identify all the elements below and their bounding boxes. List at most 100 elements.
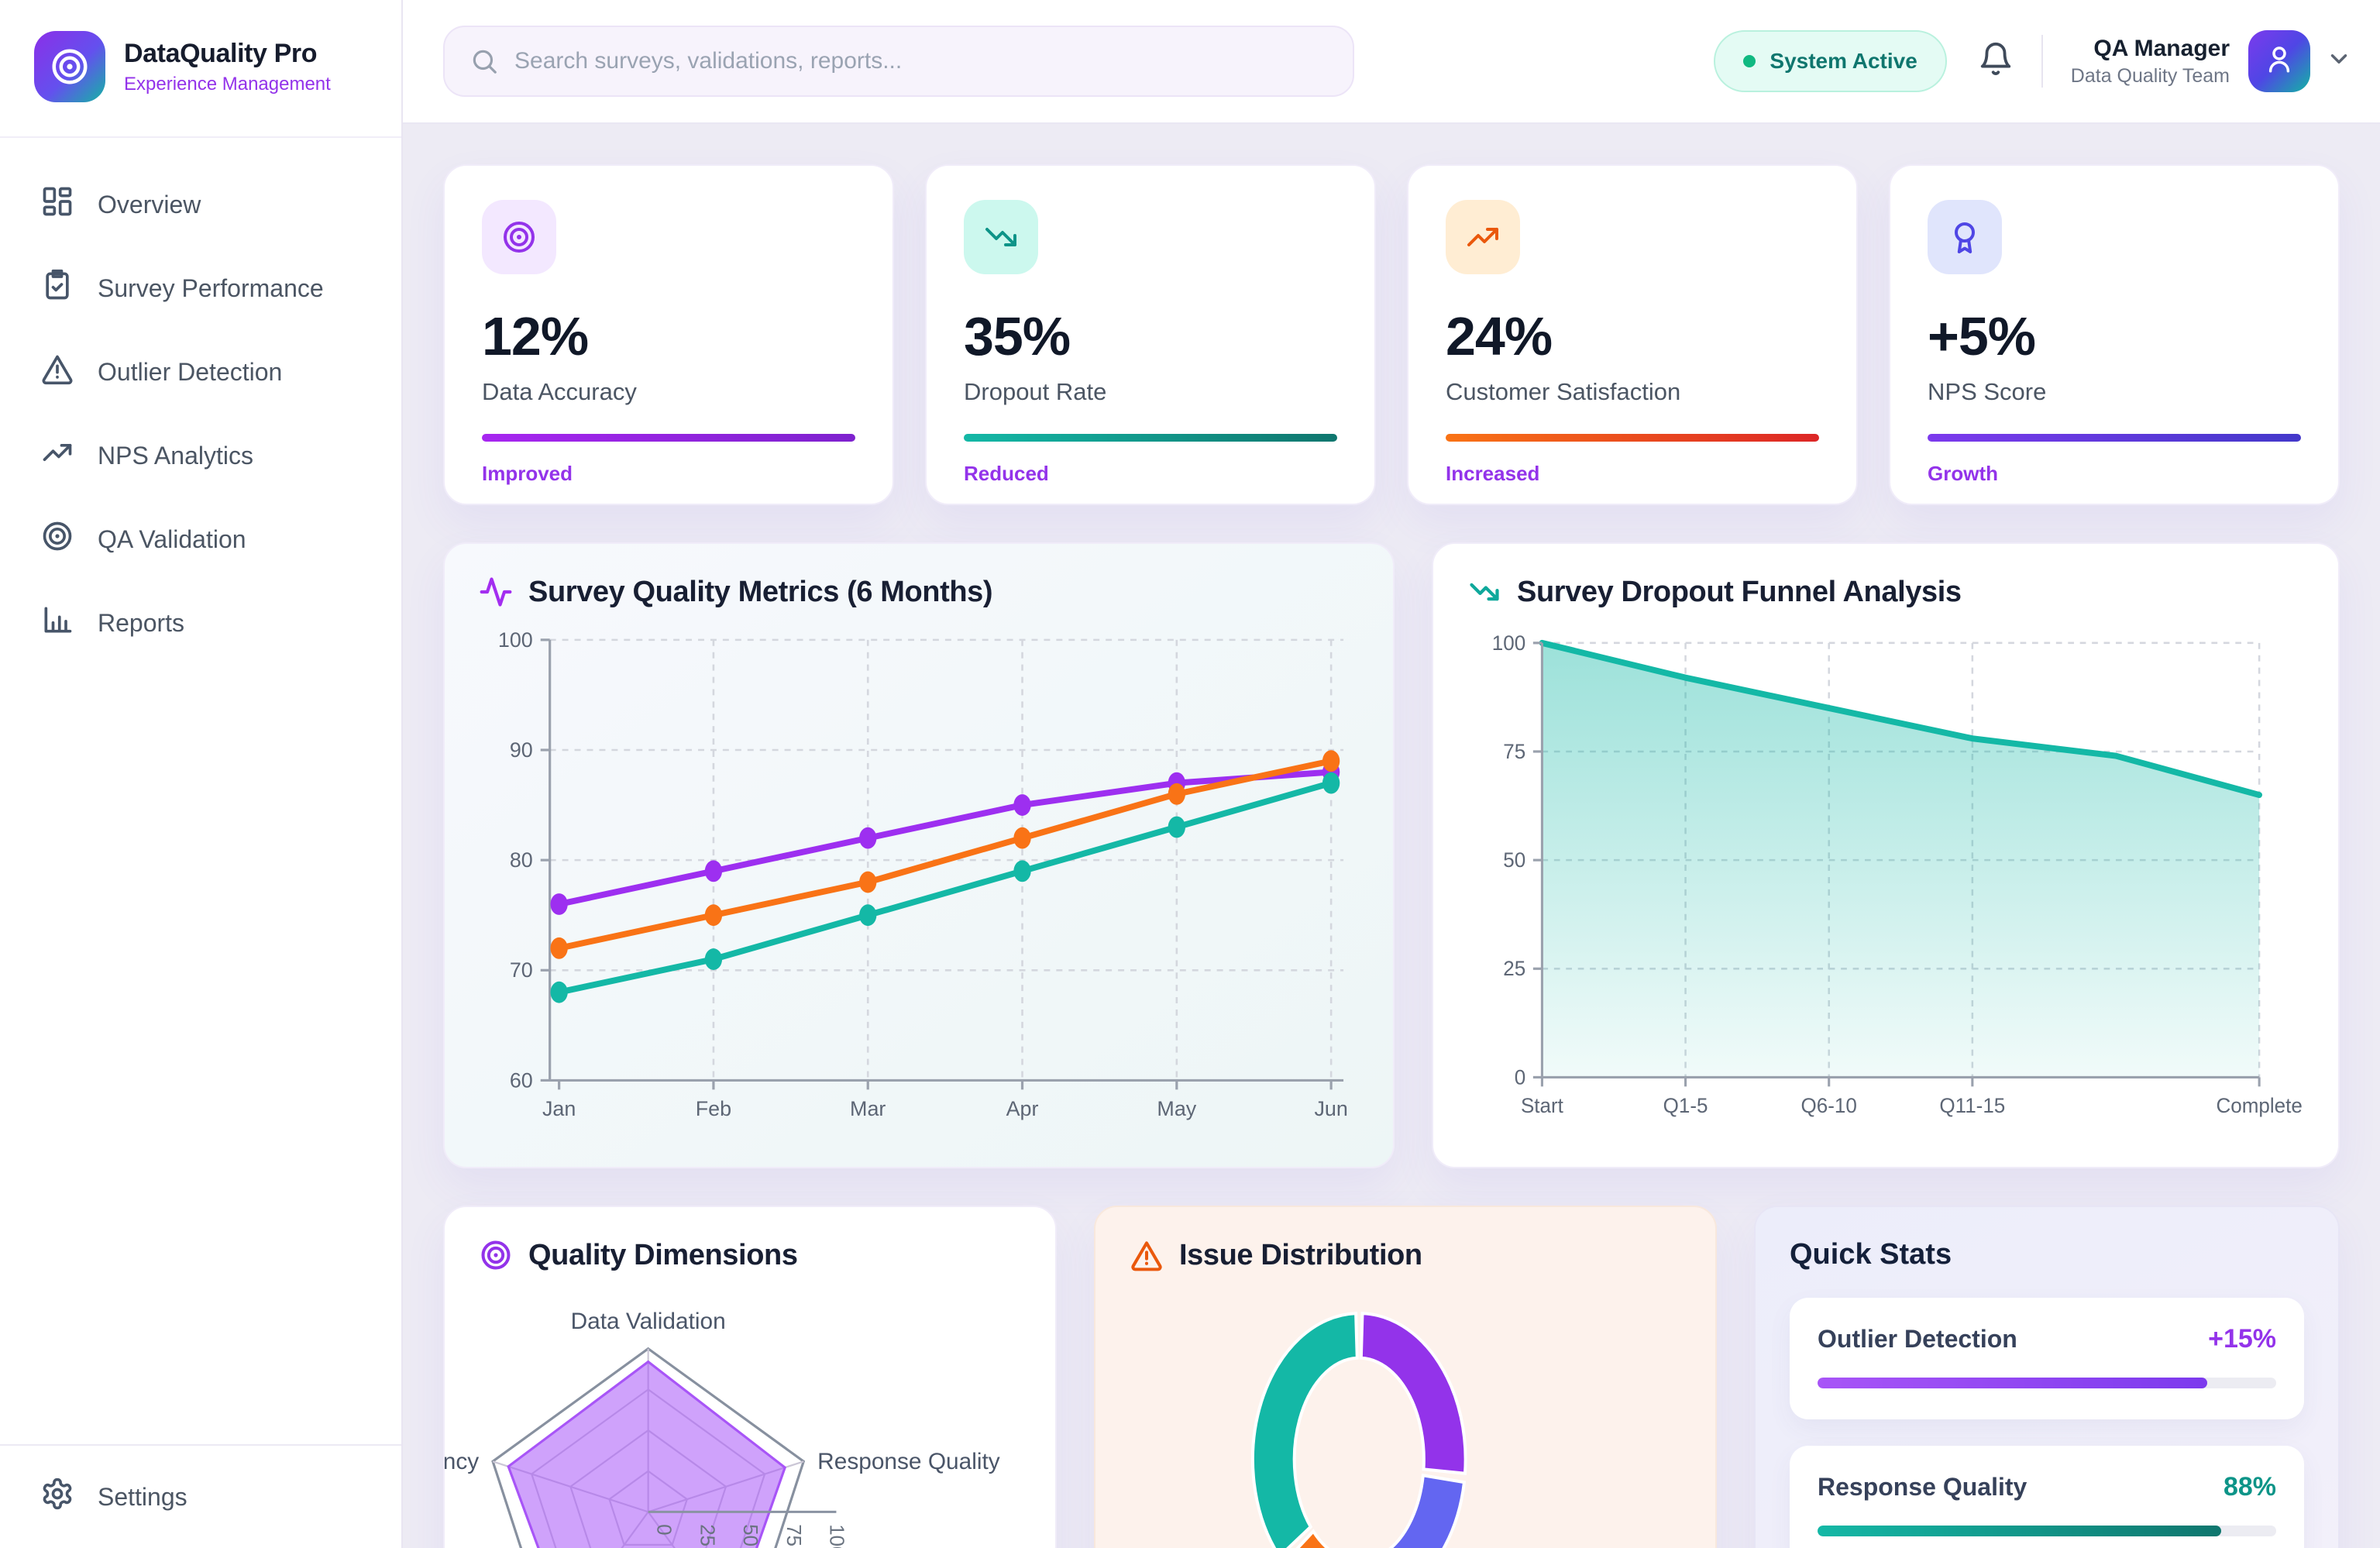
brand: DataQuality Pro Experience Management bbox=[0, 0, 401, 138]
search-box bbox=[443, 26, 1354, 97]
charts-row: Survey Quality Metrics (6 Months) 60 70 80… bbox=[443, 542, 2340, 1168]
target-icon bbox=[482, 200, 556, 274]
stat-value: 12% bbox=[482, 306, 589, 366]
stat-trend: Reduced bbox=[964, 462, 1049, 485]
progress-track bbox=[1818, 1526, 2276, 1536]
svg-text:Consistency: Consistency bbox=[445, 1449, 479, 1474]
stat-label: Customer Satisfaction bbox=[1446, 378, 1681, 405]
chart-card-dropout-funnel: Survey Dropout Funnel Analysis 0 25 50 75 10… bbox=[1432, 542, 2340, 1168]
sidebar-item-nps-analytics[interactable]: NPS Analytics bbox=[22, 414, 380, 497]
progress-fill bbox=[1818, 1526, 2221, 1536]
notifications-button[interactable] bbox=[1978, 41, 2014, 82]
svg-text:90: 90 bbox=[510, 738, 533, 762]
quick-stats-title: Quick Stats bbox=[1790, 1238, 1952, 1271]
stat-card-data-accuracy: 12% Data Accuracy Improved bbox=[443, 164, 894, 505]
stat-trend: Increased bbox=[1446, 462, 1540, 485]
bar-chart-icon bbox=[40, 603, 74, 643]
sidebar-item-reports[interactable]: Reports bbox=[22, 581, 380, 665]
svg-text:60: 60 bbox=[510, 1068, 533, 1092]
clipboard-check-icon bbox=[40, 268, 74, 308]
svg-text:Data Validation: Data Validation bbox=[571, 1309, 726, 1334]
progress-track bbox=[1818, 1378, 2276, 1388]
topbar: System Active QA Manager Data Quality Te… bbox=[403, 0, 2380, 124]
target-icon bbox=[479, 1238, 513, 1272]
chart-card-quality-dimensions: Quality Dimensions 0 25 50 75 100 Data Valida… bbox=[443, 1206, 1057, 1548]
stat-trend: Growth bbox=[1928, 462, 1998, 485]
sidebar-item-label: Survey Performance bbox=[98, 273, 324, 302]
svg-text:75: 75 bbox=[782, 1524, 804, 1546]
avatar[interactable] bbox=[2248, 30, 2310, 92]
chart-title: Quality Dimensions bbox=[528, 1238, 798, 1271]
svg-text:Q1-5: Q1-5 bbox=[1663, 1094, 1708, 1117]
brand-logo-bullseye-icon bbox=[34, 31, 105, 102]
svg-text:Jun: Jun bbox=[1314, 1097, 1347, 1120]
bottom-row: Quality Dimensions 0 25 50 75 100 Data Valida… bbox=[443, 1206, 2340, 1548]
sidebar-item-label: Outlier Detection bbox=[98, 357, 283, 386]
status-badge: System Active bbox=[1714, 30, 1947, 92]
sidebar: DataQuality Pro Experience Management Ov… bbox=[0, 0, 403, 1548]
chart-card-issue-distribution: Issue Distribution bbox=[1094, 1206, 1717, 1548]
area-chart: 0 25 50 75 100 Start Q1-5 Q6-10 Q11-15 Complete bbox=[1492, 631, 2303, 1117]
svg-text:100: 100 bbox=[498, 628, 533, 652]
stat-card-customer-satisfaction: 24% Customer Satisfaction Increased bbox=[1407, 164, 1858, 505]
chart-card-quality-metrics: Survey Quality Metrics (6 Months) 60 70 80… bbox=[443, 542, 1395, 1168]
stat-accent-bar bbox=[964, 434, 1337, 442]
svg-text:50: 50 bbox=[1503, 848, 1525, 872]
brand-tagline: Experience Management bbox=[124, 73, 331, 95]
progress-fill bbox=[1818, 1378, 2208, 1388]
radar-chart: 0 25 50 75 100 Data Validation Response Qualit… bbox=[445, 1309, 1000, 1548]
bell-icon bbox=[1978, 41, 2014, 82]
trending-up-icon bbox=[40, 435, 74, 476]
svg-text:Complete: Complete bbox=[2216, 1094, 2302, 1117]
alert-triangle-icon bbox=[40, 352, 74, 392]
svg-text:75: 75 bbox=[1503, 740, 1525, 763]
svg-text:Q11-15: Q11-15 bbox=[1939, 1094, 2005, 1117]
svg-text:100: 100 bbox=[1492, 631, 1525, 654]
trending-down-icon bbox=[1467, 575, 1501, 609]
chart-title: Issue Distribution bbox=[1179, 1238, 1422, 1271]
chevron-down-icon bbox=[2326, 46, 2352, 77]
svg-text:0: 0 bbox=[653, 1524, 675, 1535]
stat-value: 35% bbox=[964, 306, 1071, 366]
sidebar-item-settings[interactable]: Settings bbox=[0, 1444, 401, 1548]
quick-stat-outlier-detection: Outlier Detection +15% bbox=[1790, 1298, 2304, 1419]
sidebar-item-outlier-detection[interactable]: Outlier Detection bbox=[22, 330, 380, 414]
search-icon bbox=[469, 46, 499, 76]
svg-text:50: 50 bbox=[739, 1524, 761, 1546]
svg-text:May: May bbox=[1157, 1097, 1196, 1120]
sidebar-item-qa-validation[interactable]: QA Validation bbox=[22, 497, 380, 581]
svg-text:Apr: Apr bbox=[1006, 1097, 1039, 1120]
sidebar-item-label: NPS Analytics bbox=[98, 441, 253, 470]
quick-stat-value: 88% bbox=[2223, 1472, 2276, 1502]
sidebar-item-label: QA Validation bbox=[98, 525, 246, 553]
status-dot-icon bbox=[1743, 55, 1756, 67]
sidebar-item-label: Reports bbox=[98, 608, 185, 637]
activity-icon bbox=[479, 575, 513, 609]
stat-accent-bar bbox=[1446, 434, 1819, 442]
stat-accent-bar bbox=[482, 434, 855, 442]
stat-card-nps-score: +5% NPS Score Growth bbox=[1889, 164, 2340, 505]
stat-value: 24% bbox=[1446, 306, 1553, 366]
line-chart: 60 70 80 90 100 Jan Feb Mar Apr May Jun bbox=[498, 628, 1348, 1120]
svg-text:70: 70 bbox=[510, 958, 533, 982]
stat-label: Dropout Rate bbox=[964, 378, 1107, 405]
gear-icon bbox=[40, 1477, 74, 1517]
svg-text:100: 100 bbox=[825, 1524, 847, 1548]
dashboard-icon bbox=[40, 184, 74, 225]
settings-label: Settings bbox=[98, 1482, 187, 1511]
svg-text:Feb: Feb bbox=[696, 1097, 731, 1120]
svg-text:25: 25 bbox=[1503, 957, 1525, 980]
stat-trend: Improved bbox=[482, 462, 573, 485]
search-input[interactable] bbox=[514, 48, 1331, 74]
svg-text:25: 25 bbox=[696, 1524, 717, 1546]
target-icon bbox=[40, 519, 74, 559]
sidebar-nav: Overview Survey Performance Outlier Dete… bbox=[0, 138, 401, 690]
user-name: QA Manager bbox=[2093, 35, 2230, 61]
sidebar-item-survey-performance[interactable]: Survey Performance bbox=[22, 246, 380, 330]
user-menu-chevron[interactable] bbox=[2326, 46, 2352, 77]
quick-stat-response-quality: Response Quality 88% bbox=[1790, 1446, 2304, 1548]
chart-title: Survey Quality Metrics (6 Months) bbox=[528, 575, 993, 608]
svg-text:Mar: Mar bbox=[850, 1097, 886, 1120]
sidebar-item-overview[interactable]: Overview bbox=[22, 163, 380, 246]
